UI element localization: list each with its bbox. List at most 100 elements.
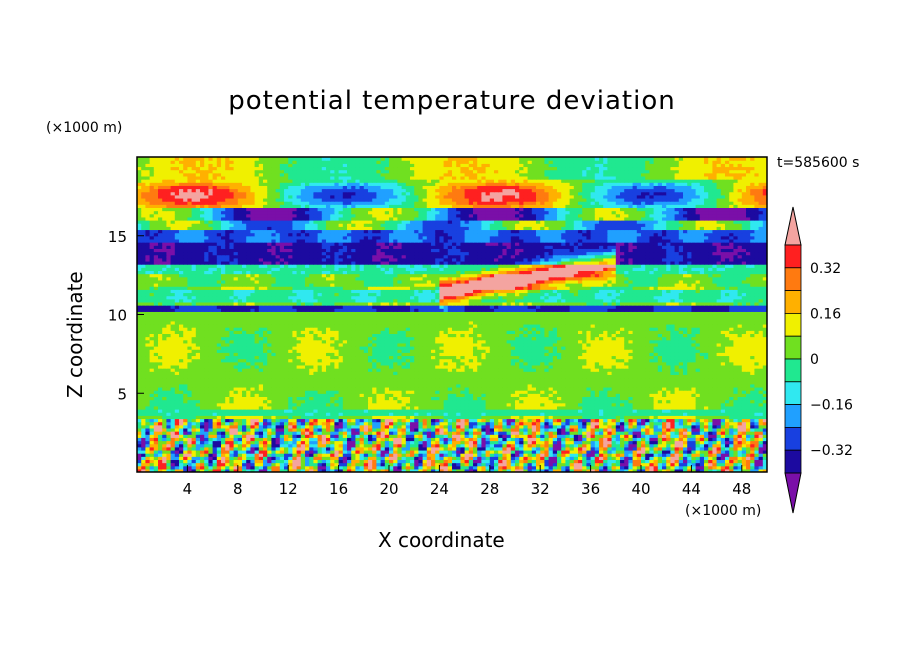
- field-cell: [733, 462, 739, 467]
- field-cell: [174, 449, 180, 454]
- field-cell: [447, 468, 453, 472]
- field-cell: [300, 415, 306, 420]
- field-cell: [233, 377, 239, 382]
- field-cell: [334, 456, 340, 460]
- field-cell: [254, 443, 260, 448]
- field-cell: [548, 468, 554, 472]
- field-cell: [544, 459, 550, 464]
- field-cell: [620, 421, 625, 426]
- field-cell: [557, 380, 562, 385]
- field-cell: [376, 424, 382, 429]
- field-cell: [141, 399, 146, 404]
- field-cell: [158, 409, 163, 413]
- field-cell: [695, 412, 701, 416]
- field-cell: [137, 386, 142, 391]
- field-cell: [557, 399, 562, 404]
- field-cell: [750, 424, 755, 429]
- field-cell: [737, 465, 743, 470]
- field-cell: [410, 386, 415, 391]
- field-cell: [750, 431, 755, 435]
- field-cell: [401, 405, 407, 410]
- field-cell: [590, 409, 596, 413]
- field-cell: [712, 459, 718, 464]
- field-cell: [624, 409, 629, 413]
- field-cell: [309, 368, 314, 372]
- field-cell: [279, 368, 285, 372]
- field-cell: [300, 468, 306, 472]
- field-cell: [548, 434, 554, 438]
- field-cell: [657, 402, 663, 407]
- field-cell: [624, 440, 629, 445]
- field-cell: [372, 434, 377, 438]
- field-cell: [271, 380, 277, 385]
- field-cell: [485, 437, 491, 442]
- field-cell: [137, 393, 142, 397]
- field-cell: [363, 405, 369, 410]
- field-cell: [368, 386, 373, 391]
- field-cell: [284, 456, 289, 460]
- field-cell: [569, 456, 575, 460]
- field-cell: [330, 396, 335, 401]
- field-cell: [216, 459, 222, 464]
- field-cell: [758, 459, 764, 464]
- field-cell: [401, 377, 407, 382]
- field-cell: [439, 368, 445, 372]
- field-cell: [431, 456, 436, 460]
- field-cell: [292, 368, 298, 372]
- field-cell: [309, 434, 314, 438]
- field-cell: [699, 434, 705, 438]
- field-cell: [494, 383, 499, 388]
- field-cell: [716, 421, 722, 426]
- field-cell: [258, 371, 264, 375]
- field-cell: [242, 409, 247, 413]
- field-cell: [506, 402, 512, 407]
- field-cell: [372, 418, 377, 423]
- field-cell: [195, 399, 201, 404]
- field-cell: [410, 437, 415, 442]
- field-cell: [221, 374, 226, 379]
- field-cell: [468, 383, 474, 388]
- field-cell: [431, 405, 436, 410]
- field-cell: [502, 421, 508, 426]
- field-cell: [191, 459, 197, 464]
- field-cell: [523, 390, 529, 394]
- field-cell: [279, 459, 285, 464]
- field-cell: [515, 443, 520, 448]
- field-cell: [531, 468, 537, 472]
- field-cell: [590, 390, 596, 394]
- field-cell: [636, 380, 642, 385]
- field-cell: [372, 468, 377, 472]
- field-cell: [460, 399, 466, 404]
- field-cell: [204, 456, 209, 460]
- field-cell: [683, 440, 688, 445]
- field-cell: [279, 415, 285, 420]
- field-cell: [758, 409, 764, 413]
- field-cell: [758, 465, 764, 470]
- field-cell: [481, 383, 487, 388]
- field-cell: [657, 399, 663, 404]
- field-cell: [578, 412, 583, 416]
- field-cell: [729, 412, 734, 416]
- field-cell: [452, 456, 457, 460]
- field-cell: [460, 462, 466, 467]
- field-cell: [687, 449, 692, 454]
- field-cell: [473, 380, 478, 385]
- field-cell: [401, 390, 407, 394]
- field-cell: [645, 418, 650, 423]
- field-cell: [162, 409, 167, 413]
- field-cell: [452, 440, 457, 445]
- field-cell: [355, 380, 361, 385]
- field-cell: [351, 437, 356, 442]
- field-cell: [620, 368, 625, 372]
- field-cell: [237, 402, 243, 407]
- field-cell: [263, 380, 268, 385]
- field-cell: [414, 468, 419, 472]
- field-cell: [183, 412, 188, 416]
- field-cell: [489, 418, 495, 423]
- field-cell: [166, 399, 172, 404]
- field-cell: [174, 380, 180, 385]
- field-cell: [221, 399, 226, 404]
- field-cell: [683, 393, 688, 397]
- field-cell: [170, 399, 176, 404]
- field-cell: [435, 449, 440, 454]
